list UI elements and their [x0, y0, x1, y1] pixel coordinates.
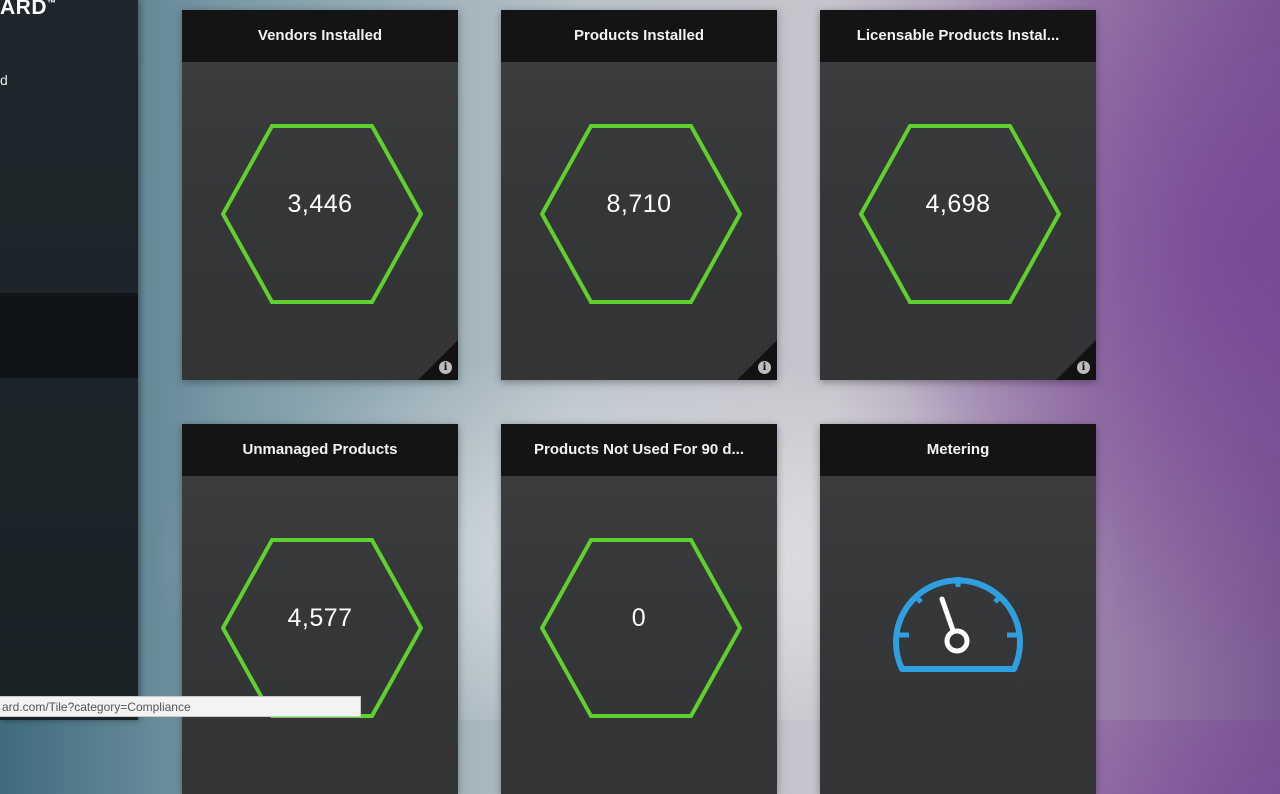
tile-title: Licensable Products Instal...: [820, 10, 1096, 62]
hexagon-icon: [221, 124, 423, 304]
brand-text: ARD: [0, 0, 47, 19]
sidebar: ARD™ d: [0, 0, 138, 720]
tile-title: Products Installed: [501, 10, 777, 62]
hexagon-icon: [540, 538, 742, 718]
tile-title: Unmanaged Products: [182, 424, 458, 476]
info-icon[interactable]: i: [1077, 361, 1090, 374]
tile-unmanaged-products[interactable]: Unmanaged Products 4,577: [182, 424, 458, 794]
hexagon-icon: [859, 124, 1061, 304]
link-status-bar: ard.com/Tile?category=Compliance: [0, 696, 361, 717]
tile-licensable-products[interactable]: Licensable Products Instal... 4,698 i: [820, 10, 1096, 380]
tile-title: Metering: [820, 424, 1096, 476]
tile-products-not-used[interactable]: Products Not Used For 90 d... 0: [501, 424, 777, 794]
tile-vendors-installed[interactable]: Vendors Installed 3,446 i: [182, 10, 458, 380]
tile-corner: [1056, 340, 1096, 380]
info-icon[interactable]: i: [439, 361, 452, 374]
tile-value: 3,446: [287, 190, 353, 218]
tile-value: 4,577: [287, 604, 353, 632]
sidebar-item-label[interactable]: d: [0, 72, 8, 88]
hexagon-icon: [540, 124, 742, 304]
tile-value: 4,698: [925, 190, 991, 218]
sidebar-item-active[interactable]: [0, 293, 138, 378]
tile-title: Products Not Used For 90 d...: [501, 424, 777, 476]
tile-value: 8,710: [606, 190, 672, 218]
tile-corner: [418, 340, 458, 380]
trademark-mark: ™: [47, 0, 57, 8]
info-icon[interactable]: i: [758, 361, 771, 374]
tile-products-installed[interactable]: Products Installed 8,710 i: [501, 10, 777, 380]
speedometer-icon: [893, 577, 1023, 672]
tile-metering[interactable]: Metering: [820, 424, 1096, 794]
brand-logo[interactable]: ARD™: [0, 0, 57, 20]
tile-corner: [737, 340, 777, 380]
tile-title: Vendors Installed: [182, 10, 458, 62]
tile-value: 0: [631, 604, 647, 632]
hexagon-icon: [221, 538, 423, 718]
